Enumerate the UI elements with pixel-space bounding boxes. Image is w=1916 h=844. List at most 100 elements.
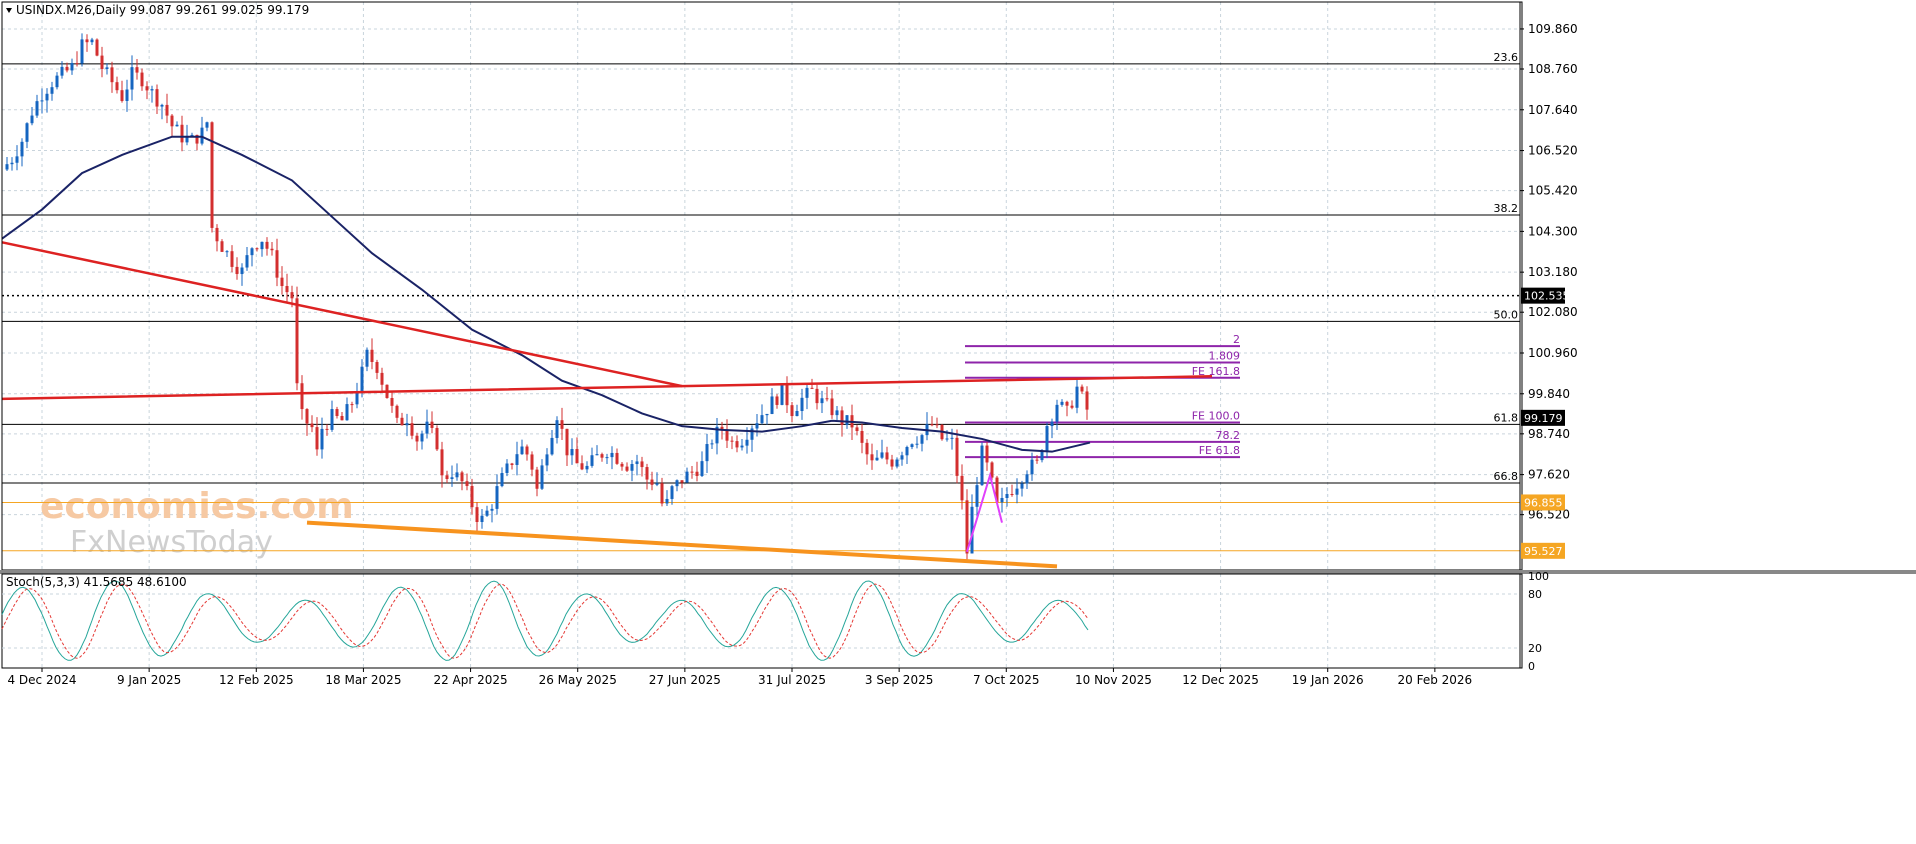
x-tick-label: 19 Jan 2026 (1292, 673, 1364, 687)
candle-body (1015, 488, 1019, 495)
candle-body (745, 439, 749, 446)
candle-body (5, 164, 9, 170)
candle-body (710, 443, 714, 445)
price-axis[interactable]: 109.860 108.760 107.640 106.520 105.420 104.3… (1519, 2, 1578, 570)
candle-body (545, 454, 549, 466)
candle-body (250, 248, 254, 256)
candle-body (955, 437, 959, 476)
candle-body (220, 241, 224, 252)
candle-body (305, 409, 309, 424)
candle-body (985, 445, 989, 463)
candle-body (735, 441, 739, 448)
price-tag-label: 96.855 (1524, 496, 1563, 509)
candle-body (200, 127, 204, 144)
fibonacci-retracement[interactable]: 23.6 38.2 50.0 61.8 66.8 (2, 51, 1520, 484)
candle-body (500, 473, 504, 487)
candle-body (510, 463, 514, 465)
fe-level-label: 1.809 (1209, 349, 1241, 362)
candle-body (425, 421, 429, 434)
candle-body (175, 124, 179, 127)
candle-body (825, 398, 829, 400)
candle-body (470, 485, 474, 508)
candle-body (240, 267, 244, 275)
candle-body (960, 475, 964, 501)
stoch-grid (41, 574, 1436, 668)
stoch-axis[interactable]: 100 80 20 0 (1519, 570, 1549, 673)
time-axis[interactable]: 4 Dec 2024 9 Jan 2025 12 Feb 2025 18 Mar 20… (7, 668, 1472, 687)
current-price-tag-bg (1521, 409, 1565, 426)
candle-body (330, 409, 334, 430)
y-tick-label: 98.740 (1528, 427, 1570, 441)
candle-body (120, 90, 124, 101)
candle-body (730, 440, 734, 442)
candle-body (480, 515, 484, 523)
candle-body (255, 248, 259, 250)
candle-body (215, 227, 219, 242)
candle-body (475, 507, 479, 523)
candle-body (755, 423, 759, 429)
stoch-tick-label: 0 (1528, 660, 1535, 673)
candle-body (465, 481, 469, 486)
candle-body (740, 445, 744, 448)
candle-body (400, 417, 404, 426)
dropdown-triangle-icon[interactable] (6, 8, 12, 13)
x-tick-label: 20 Feb 2026 (1398, 673, 1473, 687)
candle-body (390, 398, 394, 406)
candle-body (75, 63, 79, 65)
candle-body (155, 89, 159, 107)
y-tick-label: 102.080 (1528, 305, 1578, 319)
candle-body (775, 396, 779, 405)
candle-body (975, 485, 979, 507)
price-tag-label: 95.527 (1524, 545, 1563, 558)
trendline (1, 241, 683, 388)
candle-body (905, 447, 909, 456)
candle-body (130, 67, 134, 90)
candle-body (95, 39, 99, 56)
x-tick-label: 18 Mar 2025 (325, 673, 401, 687)
x-tick-label: 9 Jan 2025 (117, 673, 181, 687)
candle-body (900, 455, 904, 460)
x-tick-label: 22 Apr 2025 (433, 673, 507, 687)
candle-body (495, 486, 499, 509)
trendlines[interactable] (1, 241, 1213, 569)
candle-body (1025, 474, 1029, 484)
candle-body (950, 437, 954, 439)
candle-body (805, 387, 809, 398)
fib-level-label: 38.2 (1494, 202, 1519, 215)
candle-body (835, 410, 839, 416)
candle-body (650, 479, 654, 485)
candle-body (575, 449, 579, 464)
candle-body (1065, 401, 1069, 406)
candle-body (455, 472, 459, 478)
fib-level-label: 61.8 (1494, 411, 1519, 424)
candle-body (1080, 386, 1084, 392)
candle-body (290, 292, 294, 299)
candle-body (205, 122, 209, 128)
x-tick-label: 4 Dec 2024 (7, 673, 76, 687)
candle-body (85, 39, 89, 43)
candle-body (375, 361, 379, 373)
candle-body (860, 431, 864, 443)
candle-body (565, 428, 569, 456)
candle-body (945, 438, 949, 440)
candle-body (1085, 391, 1089, 410)
fe-level-label: FE 61.8 (1199, 444, 1240, 457)
candle-body (435, 427, 439, 450)
candle-body (655, 483, 659, 485)
pane-separator[interactable] (0, 570, 1916, 574)
candle-body (980, 445, 984, 486)
price-tag-bg (1521, 287, 1565, 304)
fibonacci-extension[interactable]: 2 1.809 FE 161.8 FE 100.0 78.2 FE 61.8 (965, 333, 1241, 459)
stoch-pane-border (1, 573, 1523, 669)
candle-body (660, 483, 664, 504)
candle-body (1050, 421, 1054, 427)
candle-body (270, 248, 274, 251)
candle-body (1040, 450, 1044, 461)
candle-body (935, 424, 939, 426)
candle-body (680, 480, 684, 483)
candlestick-series (5, 33, 1089, 563)
candle-body (810, 387, 814, 389)
candle-body (595, 454, 599, 456)
